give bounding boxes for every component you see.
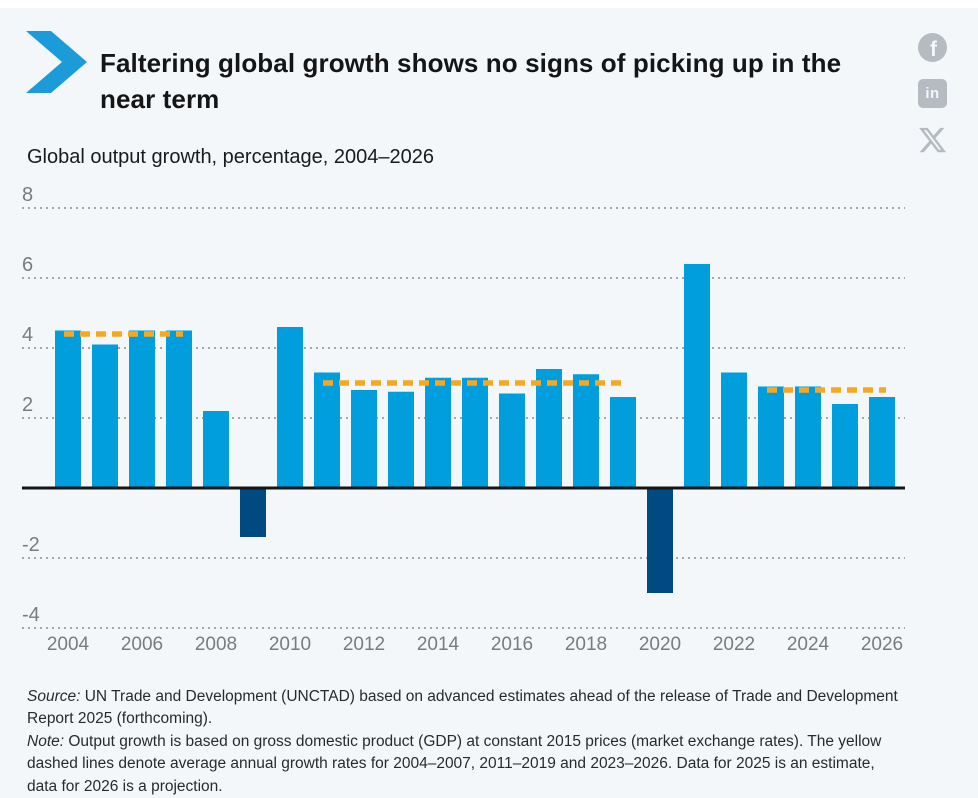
page-title: Faltering global growth shows no signs o… xyxy=(100,48,842,115)
bar-2024[interactable] xyxy=(795,386,821,489)
chart-title: Global output growth, percentage, 2004–2… xyxy=(27,145,434,168)
x-tick-label-2008: 2008 xyxy=(195,634,237,655)
linkedin-share-button[interactable]: in xyxy=(916,79,947,108)
x-twitter-icon xyxy=(919,127,947,153)
bar-2017[interactable] xyxy=(536,369,562,488)
x-tick-label-2026: 2026 xyxy=(861,634,903,655)
x-tick-label-2020: 2020 xyxy=(639,634,681,655)
chevron-shape xyxy=(26,31,87,93)
growth-bar-chart: 8 6 4 2 -2 -4 2004 2006 2008 2010 2012 2014 2016 2018… xyxy=(22,184,905,655)
source-paragraph: Source: UN Trade and Development (UNCTAD… xyxy=(27,688,898,728)
y-tick-label-8: 8 xyxy=(22,184,33,206)
y-tick-label--4: -4 xyxy=(22,604,40,626)
y-tick-label--2: -2 xyxy=(22,534,40,556)
bar-2006[interactable] xyxy=(129,330,155,489)
bar-2019[interactable] xyxy=(610,397,636,488)
bar-2026[interactable] xyxy=(869,397,895,488)
bar-2015[interactable] xyxy=(462,377,488,488)
bar-2022[interactable] xyxy=(721,372,747,489)
facebook-icon: f xyxy=(918,33,947,62)
bar-2005[interactable] xyxy=(92,344,118,489)
x-tick-label-2018: 2018 xyxy=(565,634,607,655)
bar-2004[interactable] xyxy=(55,330,81,489)
bar-2018[interactable] xyxy=(573,374,599,488)
bar-2020[interactable] xyxy=(647,488,673,593)
bar-2021[interactable] xyxy=(684,264,710,488)
x-tick-label-2024: 2024 xyxy=(787,634,830,655)
share-buttons: f in xyxy=(916,33,950,175)
x-tick-label-2014: 2014 xyxy=(417,634,460,655)
bar-2025[interactable] xyxy=(832,404,858,488)
x-tick-label-2010: 2010 xyxy=(269,634,311,655)
bar-2012[interactable] xyxy=(351,390,377,488)
bar-2010[interactable] xyxy=(277,327,303,488)
y-tick-label-4: 4 xyxy=(22,324,33,346)
x-tick-label-2016: 2016 xyxy=(491,634,533,655)
facebook-share-button[interactable]: f xyxy=(916,33,947,62)
bar-2023[interactable] xyxy=(758,386,784,489)
bar-2009[interactable] xyxy=(240,488,266,537)
bar-2016[interactable] xyxy=(499,393,525,489)
top-white-strip xyxy=(0,0,978,8)
x-tick-label-2012: 2012 xyxy=(343,634,385,655)
linkedin-icon: in xyxy=(918,79,947,108)
bar-2013[interactable] xyxy=(388,391,414,488)
bar-2014[interactable] xyxy=(425,377,451,488)
y-tick-label-2: 2 xyxy=(22,394,33,416)
bar-2011[interactable] xyxy=(314,372,340,489)
x-tick-label-2006: 2006 xyxy=(121,634,163,655)
unctad-chevron-logo xyxy=(26,31,87,93)
bar-2008[interactable] xyxy=(203,411,229,488)
y-tick-label-6: 6 xyxy=(22,254,33,276)
x-tick-label-2022: 2022 xyxy=(713,634,755,655)
chart-footnote: Source: UN Trade and Development (UNCTAD… xyxy=(27,686,933,798)
bar-2007[interactable] xyxy=(166,330,192,489)
footnote-label: Source: xyxy=(27,688,81,705)
footnote-label: Note: xyxy=(27,732,65,750)
x-share-button[interactable] xyxy=(916,125,949,158)
note-paragraph: Note: Output growth is based on gross do… xyxy=(27,732,882,795)
x-tick-label-2004: 2004 xyxy=(47,634,90,655)
